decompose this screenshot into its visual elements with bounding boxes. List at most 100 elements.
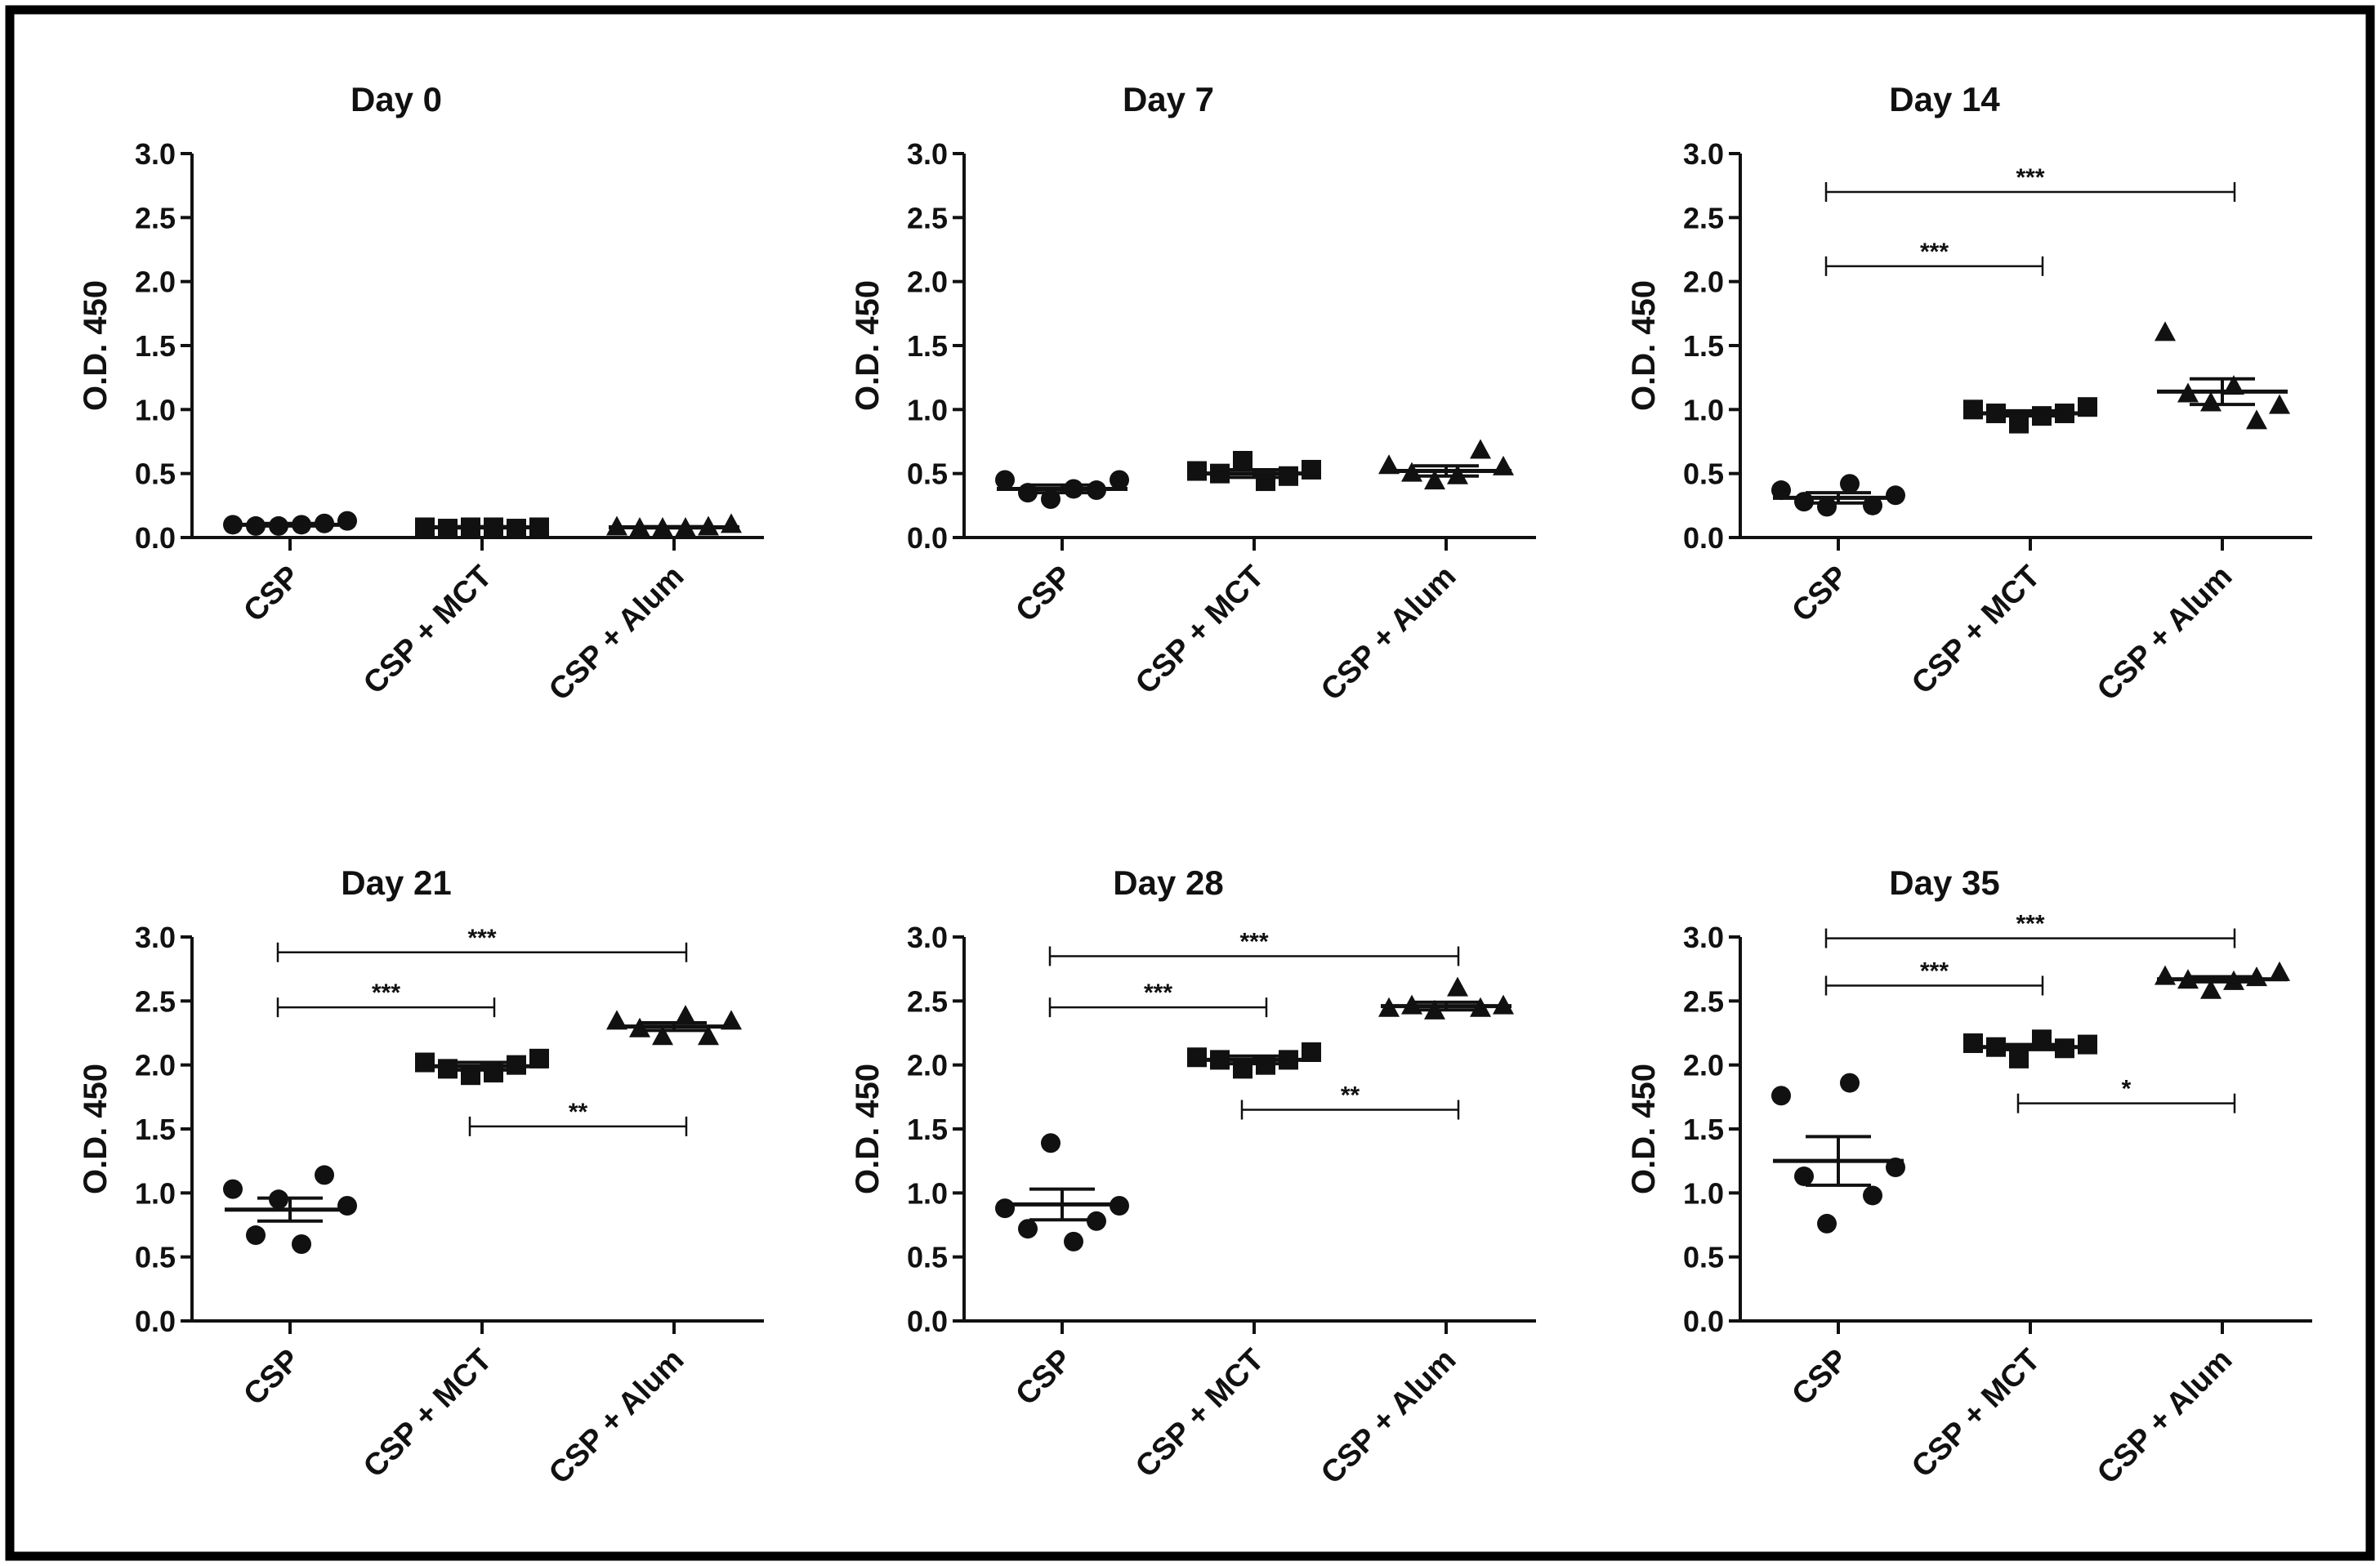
data-point-square xyxy=(2078,1034,2097,1055)
data-point-square xyxy=(415,1052,435,1073)
series-csp-mct xyxy=(1963,1029,2097,1069)
series-csp-mct xyxy=(1963,397,2097,434)
data-point-triangle xyxy=(675,1005,696,1025)
y-tick-label: 0.0 xyxy=(135,521,176,555)
series-csp xyxy=(1771,474,1905,517)
y-tick-label: 0.5 xyxy=(1683,457,1724,491)
data-point-triangle xyxy=(1470,439,1491,459)
y-tick-label: 1.0 xyxy=(135,393,176,426)
y-tick-label: 1.5 xyxy=(1683,1113,1724,1146)
data-point-triangle xyxy=(1447,976,1468,997)
data-point-circle xyxy=(1863,495,1882,515)
data-point-circle xyxy=(1886,485,1905,506)
significance-bracket: *** xyxy=(1824,239,2044,276)
data-point-circle xyxy=(315,1165,334,1185)
y-tick-label: 0.0 xyxy=(907,521,948,555)
y-tick-label: 1.5 xyxy=(907,329,948,363)
series-csp xyxy=(223,511,357,536)
series-csp xyxy=(995,1133,1129,1251)
data-point-square xyxy=(1233,1059,1253,1079)
data-point-circle xyxy=(1840,1073,1860,1093)
data-point-triangle xyxy=(2269,961,2290,981)
y-tick-label: 2.5 xyxy=(1683,201,1724,234)
data-point-circle xyxy=(995,470,1015,490)
y-tick-label: 2.5 xyxy=(1683,984,1724,1018)
series-csp-mct xyxy=(415,1048,549,1086)
data-point-circle xyxy=(1817,497,1837,517)
y-tick-label: 3.0 xyxy=(135,137,176,171)
y-tick-label: 0.5 xyxy=(907,1241,948,1274)
significance-bracket: *** xyxy=(1048,979,1268,1018)
data-point-circle xyxy=(1863,1185,1882,1206)
y-tick-label: 0.0 xyxy=(135,1305,176,1338)
y-axis-label: O.D. 450 xyxy=(850,280,886,411)
data-point-circle xyxy=(337,511,357,531)
significance-label: *** xyxy=(1920,958,1949,985)
significance-bracket: ** xyxy=(1240,1082,1460,1120)
chart-title: Day 7 xyxy=(1123,80,1214,118)
series-csp-alum xyxy=(2155,961,2290,999)
significance-label: *** xyxy=(1920,239,1949,265)
y-tick-label: 2.0 xyxy=(907,265,948,299)
data-point-circle xyxy=(995,1198,1015,1219)
data-point-triangle xyxy=(1424,470,1445,490)
significance-label: * xyxy=(2122,1076,2132,1103)
chart-title: Day 21 xyxy=(341,863,451,902)
data-point-circle xyxy=(1018,1219,1038,1239)
significance-bracket: *** xyxy=(1824,958,2044,996)
significance-label: *** xyxy=(2016,911,2044,938)
data-point-circle xyxy=(1817,1213,1837,1234)
data-point-circle xyxy=(1771,1086,1791,1106)
y-tick-label: 2.0 xyxy=(135,1049,176,1082)
data-point-circle xyxy=(1110,470,1129,490)
significance-bracket: *** xyxy=(1824,164,2236,202)
y-axis-label: O.D. 450 xyxy=(78,280,114,411)
data-point-square xyxy=(1963,1033,1983,1054)
y-tick-label: 3.0 xyxy=(135,921,176,954)
series-csp xyxy=(995,470,1129,509)
data-point-circle xyxy=(1840,474,1860,494)
data-point-triangle xyxy=(698,1025,719,1046)
significance-label: *** xyxy=(1144,979,1172,1006)
y-tick-label: 3.0 xyxy=(1683,921,1724,954)
data-point-square xyxy=(2009,1048,2029,1069)
y-tick-label: 2.5 xyxy=(907,984,948,1018)
y-tick-label: 1.5 xyxy=(135,1113,176,1146)
data-point-triangle xyxy=(2246,409,2267,430)
y-tick-label: 2.5 xyxy=(907,201,948,234)
data-point-circle xyxy=(337,1196,357,1216)
y-tick-label: 0.5 xyxy=(135,457,176,491)
data-point-square xyxy=(1187,461,1207,481)
y-tick-label: 1.0 xyxy=(1683,393,1724,426)
y-tick-label: 0.0 xyxy=(907,1305,948,1338)
series-csp-alum xyxy=(1378,976,1514,1019)
y-tick-label: 2.0 xyxy=(1683,1049,1724,1082)
significance-bracket: * xyxy=(2016,1076,2236,1113)
y-axis-label: O.D. 450 xyxy=(1626,280,1662,411)
y-tick-label: 3.0 xyxy=(907,137,948,171)
figure-border xyxy=(5,5,2375,1561)
data-point-square xyxy=(2009,413,2029,434)
data-point-circle xyxy=(1041,1133,1061,1153)
data-point-circle xyxy=(1794,1166,1814,1186)
chart-title: Day 35 xyxy=(1889,863,1999,902)
chart-title: Day 28 xyxy=(1113,863,1223,902)
significance-bracket: ** xyxy=(468,1099,688,1136)
data-point-square xyxy=(1963,399,1983,420)
y-tick-label: 2.0 xyxy=(1683,265,1724,299)
y-tick-label: 0.5 xyxy=(135,1241,176,1274)
significance-label: *** xyxy=(2016,164,2044,191)
significance-label: ** xyxy=(569,1099,588,1126)
y-tick-label: 1.5 xyxy=(135,329,176,363)
series-csp-mct xyxy=(415,517,549,539)
series-csp-alum xyxy=(1378,439,1514,490)
data-point-circle xyxy=(223,1179,243,1199)
y-tick-label: 1.0 xyxy=(907,393,948,426)
series-csp-alum xyxy=(606,513,742,538)
data-point-square xyxy=(1233,451,1253,471)
data-point-circle xyxy=(1771,480,1791,501)
data-point-triangle xyxy=(2155,321,2176,341)
chart-title: Day 0 xyxy=(351,80,442,118)
y-tick-label: 0.5 xyxy=(907,457,948,491)
